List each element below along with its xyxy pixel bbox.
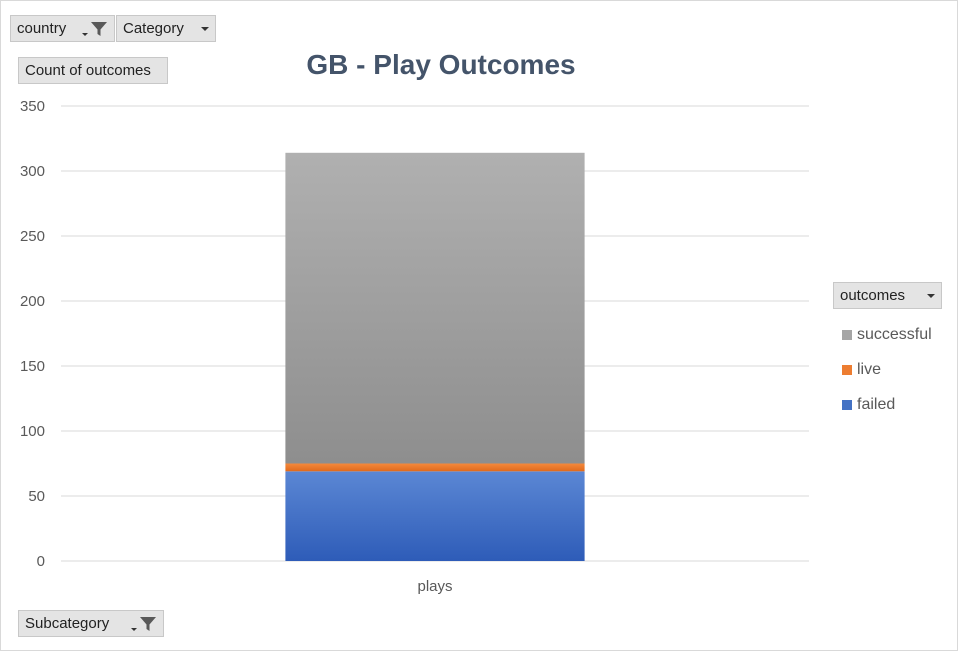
subcategory-filter-button[interactable]: Subcategory	[18, 610, 164, 637]
dropdown-arrow-icon	[201, 26, 209, 31]
dropdown-arrow-icon	[131, 627, 137, 631]
funnel-icon	[91, 21, 107, 36]
filter-indicator	[131, 615, 157, 633]
y-tick-label: 150	[20, 358, 45, 375]
subcategory-filter-label: Subcategory	[25, 615, 110, 632]
y-tick-label: 100	[20, 423, 45, 440]
y-tick-label: 0	[37, 553, 45, 570]
y-tick-label: 250	[20, 228, 45, 245]
legend-label: live	[857, 360, 882, 378]
legend-label: successful	[857, 325, 932, 343]
legend-label: failed	[857, 395, 896, 413]
country-filter-button[interactable]: country	[10, 15, 115, 42]
legend-swatch	[842, 329, 852, 340]
dropdown-arrow-icon	[927, 293, 935, 298]
y-tick-label: 200	[20, 293, 45, 310]
legend-item-successful[interactable]: successful	[842, 317, 932, 352]
bar-segment-live[interactable]	[285, 463, 585, 472]
value-field-label: Count of outcomes	[25, 62, 151, 79]
chart-title: GB - Play Outcomes	[306, 49, 576, 80]
legend-field-button[interactable]: outcomes	[833, 282, 942, 309]
dropdown-arrow-icon	[82, 32, 88, 36]
category-filter-button[interactable]: Category	[116, 15, 216, 42]
bar-segment-successful[interactable]	[285, 152, 585, 464]
country-filter-label: country	[17, 20, 67, 37]
legend-swatch	[842, 399, 852, 410]
bar-segment-failed[interactable]	[285, 471, 585, 561]
x-category-label: plays	[417, 578, 452, 595]
legend: successful live failed	[842, 317, 932, 422]
legend-item-live[interactable]: live	[842, 352, 932, 387]
funnel-icon	[140, 616, 156, 631]
filter-indicator	[82, 20, 108, 38]
y-tick-label: 300	[20, 163, 45, 180]
legend-item-failed[interactable]: failed	[842, 387, 932, 422]
y-tick-label: 50	[28, 488, 45, 505]
legend-field-label: outcomes	[840, 287, 906, 304]
category-filter-label: Category	[123, 20, 184, 37]
y-tick-label: 350	[20, 98, 45, 115]
legend-swatch	[842, 364, 852, 375]
value-field-button[interactable]: Count of outcomes	[18, 57, 168, 84]
